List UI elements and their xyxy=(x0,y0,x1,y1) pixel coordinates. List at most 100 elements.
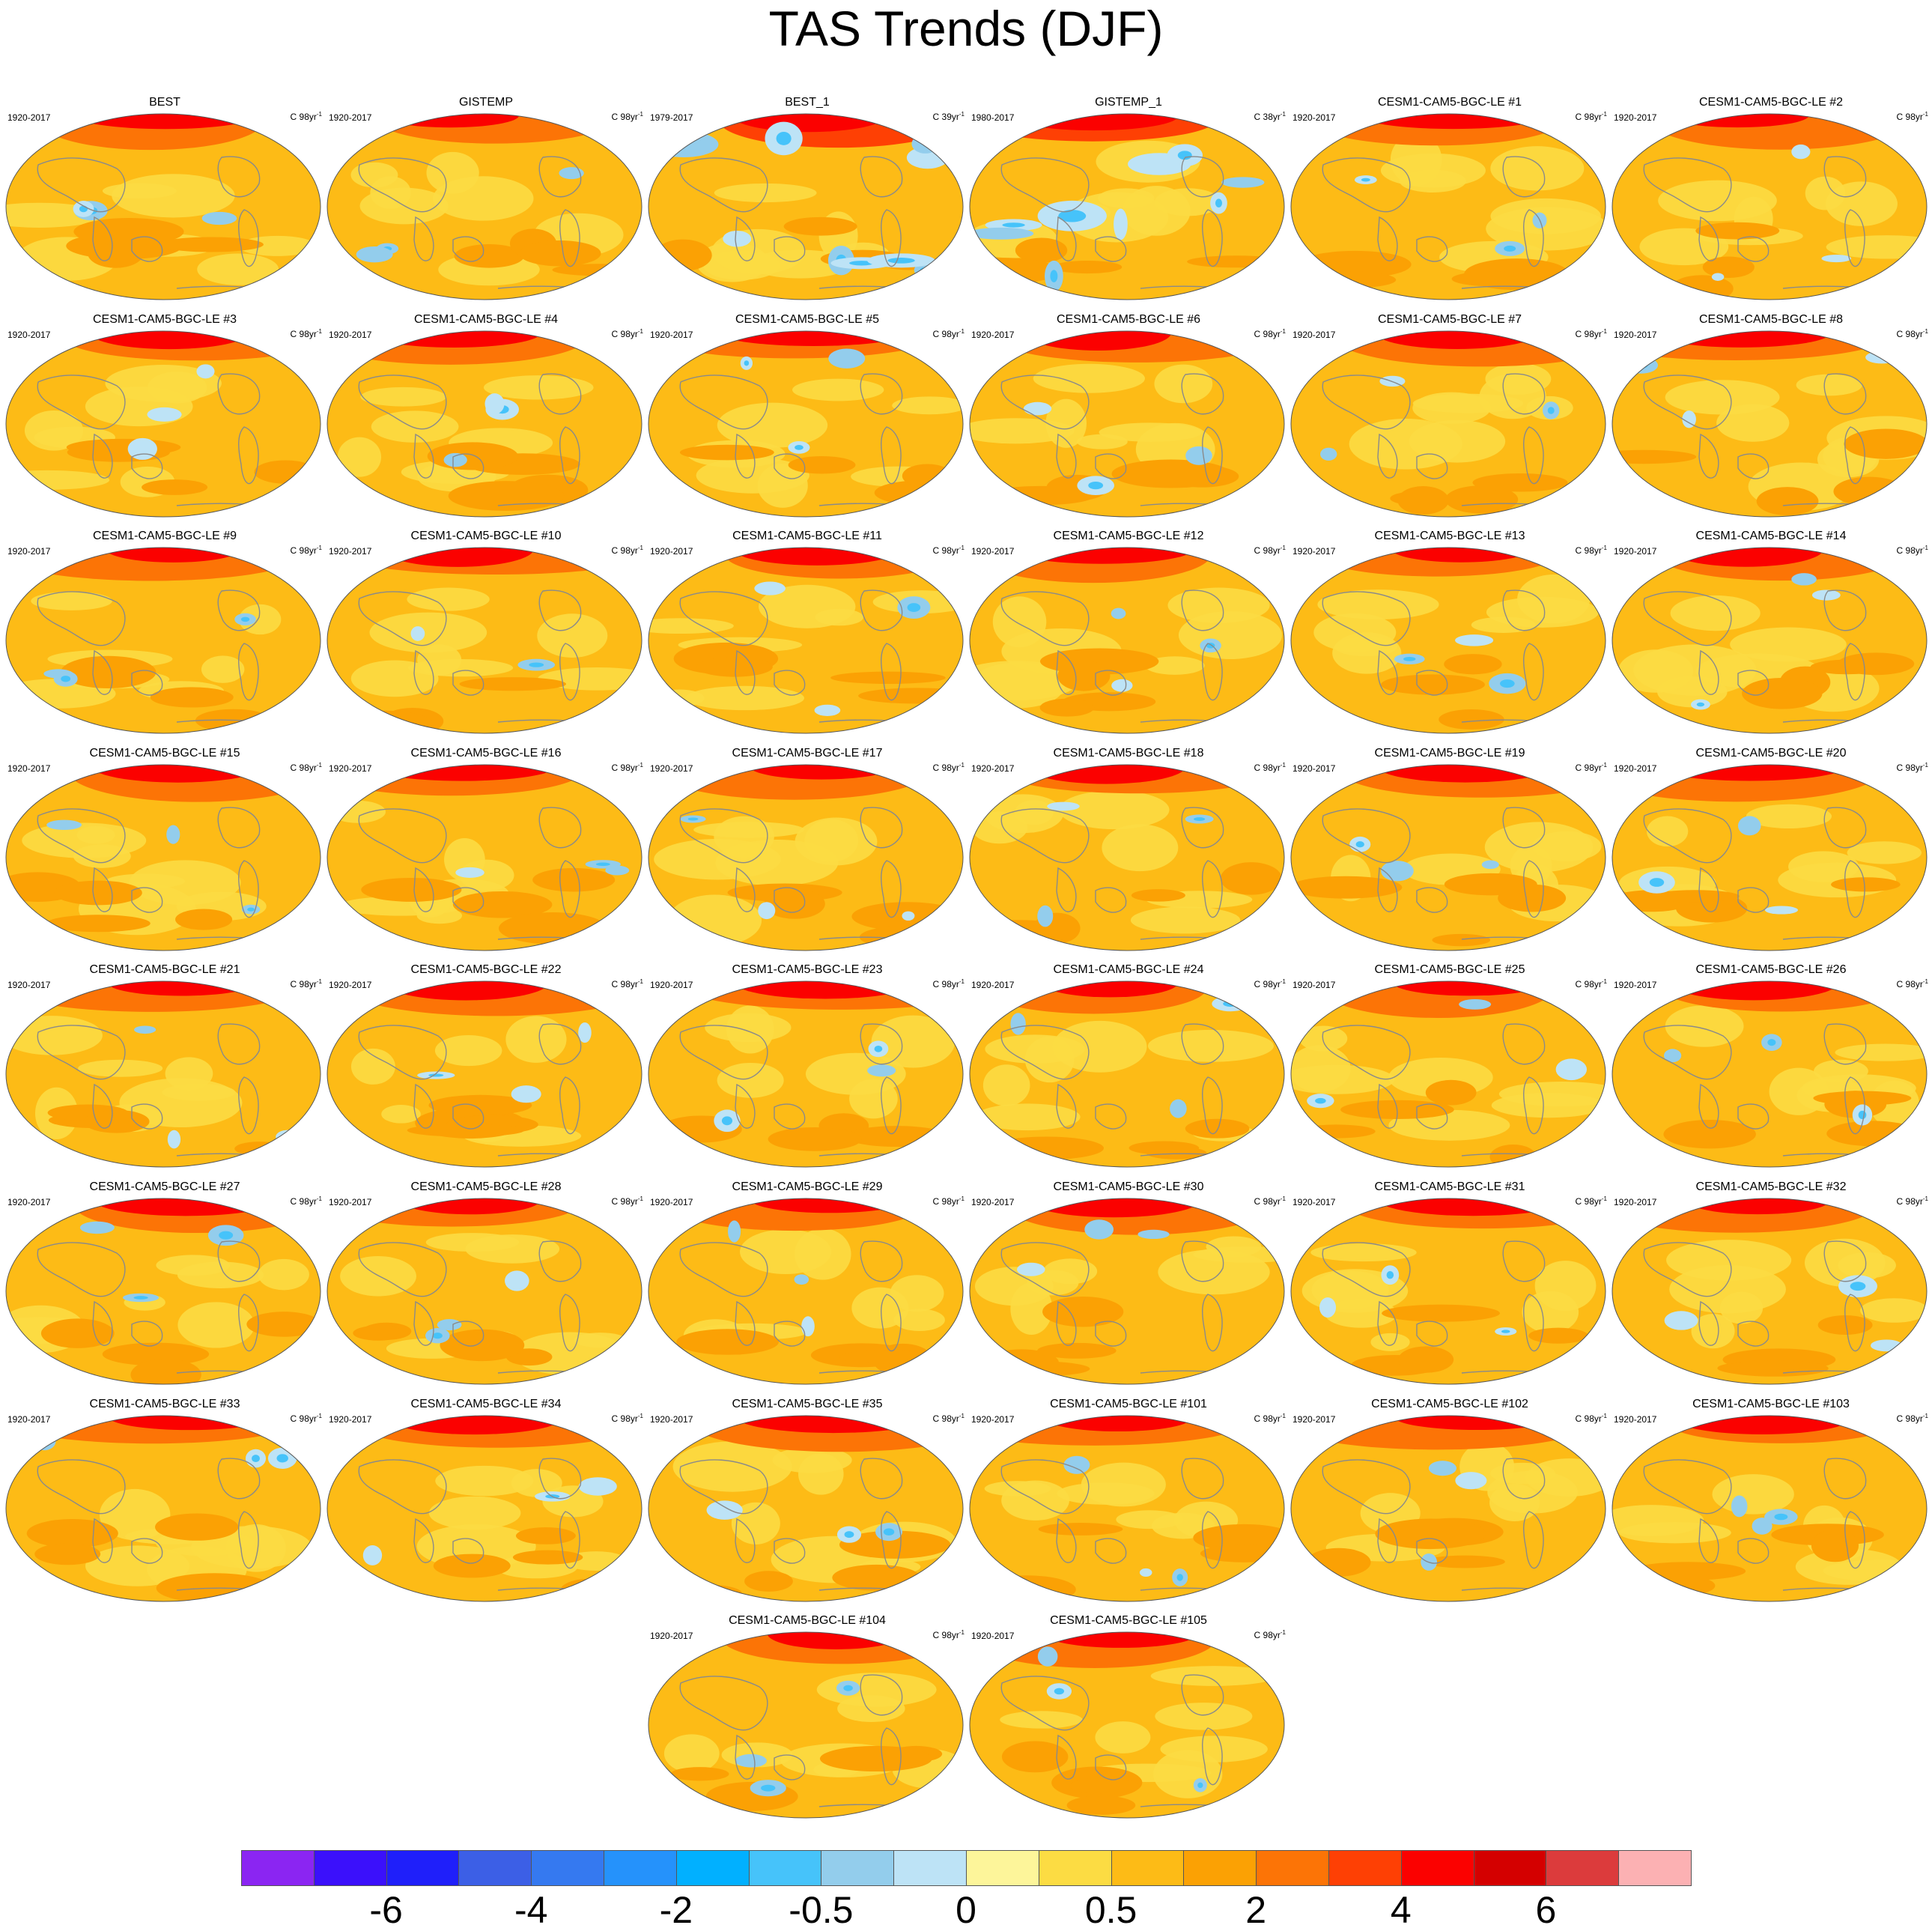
map-ellipse xyxy=(969,547,1285,734)
panel-title: CESM1-CAM5-BGC-LE #19 xyxy=(1374,747,1525,760)
colorbar-tick-label: 4 xyxy=(1390,1889,1412,1931)
panel-units: C 98yr-1 xyxy=(932,762,965,773)
panel-title: CESM1-CAM5-BGC-LE #8 xyxy=(1698,313,1844,326)
map-panel: CESM1-CAM5-BGC-LE #19 1920-2017 C 98yr-1 xyxy=(1289,747,1610,955)
panel-period: 1920-2017 xyxy=(7,1197,51,1207)
panel-units: C 98yr-1 xyxy=(611,1195,643,1207)
panel-title: CESM1-CAM5-BGC-LE #18 xyxy=(1053,747,1204,760)
panel-units: C 98yr-1 xyxy=(290,978,322,989)
map-ellipse xyxy=(648,764,964,951)
map-ellipse xyxy=(1290,113,1606,300)
panel-title: CESM1-CAM5-BGC-LE #1 xyxy=(1377,96,1522,109)
panel-title: CESM1-CAM5-BGC-LE #28 xyxy=(410,1180,562,1193)
map-panel: CESM1-CAM5-BGC-LE #8 1920-2017 C 98yr-1 xyxy=(1611,313,1931,521)
colorbar-box xyxy=(1546,1850,1620,1886)
panel-period: 1920-2017 xyxy=(329,763,372,774)
panel-units: C 98yr-1 xyxy=(932,978,965,989)
map-panel: CESM1-CAM5-BGC-LE #16 1920-2017 C 98yr-1 xyxy=(326,747,646,955)
panel-title: CESM1-CAM5-BGC-LE #24 xyxy=(1053,963,1204,976)
panel-units: C 98yr-1 xyxy=(1575,978,1607,989)
panel-period: 1920-2017 xyxy=(971,763,1015,774)
panel-title: CESM1-CAM5-BGC-LE #102 xyxy=(1371,1398,1528,1410)
panel-period: 1920-2017 xyxy=(971,330,1015,340)
map-ellipse xyxy=(1611,113,1928,300)
map-ellipse xyxy=(1290,980,1606,1168)
map-panel: GISTEMP 1920-2017 C 98yr-1 xyxy=(326,96,646,304)
panel-units: C 98yr-1 xyxy=(290,762,322,773)
map-panel: CESM1-CAM5-BGC-LE #35 1920-2017 C 98yr-1 xyxy=(647,1398,967,1606)
panel-units: C 38yr-1 xyxy=(1254,111,1286,122)
colorbar-box xyxy=(531,1850,604,1886)
map-ellipse xyxy=(1611,1198,1928,1385)
panel-title: CESM1-CAM5-BGC-LE #105 xyxy=(1050,1614,1207,1627)
panel-units: C 98yr-1 xyxy=(611,111,643,122)
panel-period: 1920-2017 xyxy=(7,546,51,557)
colorbar-tick-label: -2 xyxy=(659,1889,693,1931)
map-ellipse xyxy=(326,980,643,1168)
map-panel: CESM1-CAM5-BGC-LE #2 1920-2017 C 98yr-1 xyxy=(1611,96,1931,304)
map-panel: CESM1-CAM5-BGC-LE #34 1920-2017 C 98yr-1 xyxy=(326,1398,646,1606)
map-panel: CESM1-CAM5-BGC-LE #23 1920-2017 C 98yr-1 xyxy=(647,963,967,1171)
panel-period: 1920-2017 xyxy=(329,1197,372,1207)
map-panel: CESM1-CAM5-BGC-LE #6 1920-2017 C 98yr-1 xyxy=(968,313,1289,521)
panel-units: C 98yr-1 xyxy=(1896,111,1928,122)
chart-title: TAS Trends (DJF) xyxy=(768,1,1164,56)
panel-period: 1920-2017 xyxy=(1614,330,1657,340)
panel-units: C 98yr-1 xyxy=(1896,1195,1928,1207)
panel-units: C 98yr-1 xyxy=(1254,545,1286,556)
panel-title: CESM1-CAM5-BGC-LE #14 xyxy=(1695,530,1847,542)
panel-title: CESM1-CAM5-BGC-LE #22 xyxy=(410,963,562,976)
map-panel: CESM1-CAM5-BGC-LE #21 1920-2017 C 98yr-1 xyxy=(4,963,325,1171)
map-panel: CESM1-CAM5-BGC-LE #9 1920-2017 C 98yr-1 xyxy=(4,530,325,738)
panel-period: 1920-2017 xyxy=(650,330,693,340)
panel-units: C 98yr-1 xyxy=(290,1413,322,1424)
map-panel: BEST 1920-2017 C 98yr-1 xyxy=(4,96,325,304)
map-panel: GISTEMP_1 1980-2017 C 38yr-1 xyxy=(968,96,1289,304)
panel-period: 1920-2017 xyxy=(1614,763,1657,774)
map-panel: CESM1-CAM5-BGC-LE #26 1920-2017 C 98yr-1 xyxy=(1611,963,1931,1171)
panel-period: 1920-2017 xyxy=(971,980,1015,990)
map-panel: BEST_1 1979-2017 C 39yr-1 xyxy=(647,96,967,304)
map-ellipse xyxy=(326,1415,643,1602)
panel-title: CESM1-CAM5-BGC-LE #35 xyxy=(732,1398,883,1410)
colorbar-box xyxy=(966,1850,1039,1886)
panel-period: 1920-2017 xyxy=(650,980,693,990)
map-ellipse xyxy=(969,764,1285,951)
panel-period: 1920-2017 xyxy=(1292,546,1336,557)
panel-title: CESM1-CAM5-BGC-LE #2 xyxy=(1698,96,1844,109)
map-ellipse xyxy=(326,330,643,518)
map-ellipse xyxy=(969,330,1285,518)
map-panel: CESM1-CAM5-BGC-LE #1 1920-2017 C 98yr-1 xyxy=(1289,96,1610,304)
panel-period: 1920-2017 xyxy=(7,980,51,990)
panel-title: CESM1-CAM5-BGC-LE #5 xyxy=(735,313,880,326)
panel-period: 1920-2017 xyxy=(1292,980,1336,990)
colorbar-tick-label: -0.5 xyxy=(789,1889,854,1931)
map-panel: CESM1-CAM5-BGC-LE #17 1920-2017 C 98yr-1 xyxy=(647,747,967,955)
map-panel: CESM1-CAM5-BGC-LE #27 1920-2017 C 98yr-1 xyxy=(4,1180,325,1389)
panel-units: C 98yr-1 xyxy=(1254,1195,1286,1207)
colorbar-box xyxy=(386,1850,460,1886)
panel-period: 1920-2017 xyxy=(1614,112,1657,123)
map-panel: CESM1-CAM5-BGC-LE #32 1920-2017 C 98yr-1 xyxy=(1611,1180,1931,1389)
panel-units: C 98yr-1 xyxy=(932,1195,965,1207)
panel-title: BEST_1 xyxy=(785,96,830,109)
panel-units: C 98yr-1 xyxy=(1896,328,1928,339)
map-ellipse xyxy=(5,1415,321,1602)
map-ellipse xyxy=(326,1198,643,1385)
panel-title: CESM1-CAM5-BGC-LE #25 xyxy=(1374,963,1525,976)
panel-title: GISTEMP xyxy=(458,96,513,109)
colorbar-box xyxy=(748,1850,822,1886)
panel-title: CESM1-CAM5-BGC-LE #34 xyxy=(410,1398,562,1410)
panel-period: 1920-2017 xyxy=(971,546,1015,557)
panel-period: 1920-2017 xyxy=(1614,1414,1657,1425)
map-panel: CESM1-CAM5-BGC-LE #12 1920-2017 C 98yr-1 xyxy=(968,530,1289,738)
map-ellipse xyxy=(648,547,964,734)
panel-period: 1920-2017 xyxy=(971,1631,1015,1641)
map-panel: CESM1-CAM5-BGC-LE #13 1920-2017 C 98yr-1 xyxy=(1289,530,1610,738)
panel-period: 1920-2017 xyxy=(1292,330,1336,340)
colorbar-box xyxy=(1473,1850,1547,1886)
map-panel: CESM1-CAM5-BGC-LE #33 1920-2017 C 98yr-1 xyxy=(4,1398,325,1606)
map-panel: CESM1-CAM5-BGC-LE #14 1920-2017 C 98yr-1 xyxy=(1611,530,1931,738)
panel-period: 1920-2017 xyxy=(1614,980,1657,990)
panel-units: C 98yr-1 xyxy=(1575,1413,1607,1424)
